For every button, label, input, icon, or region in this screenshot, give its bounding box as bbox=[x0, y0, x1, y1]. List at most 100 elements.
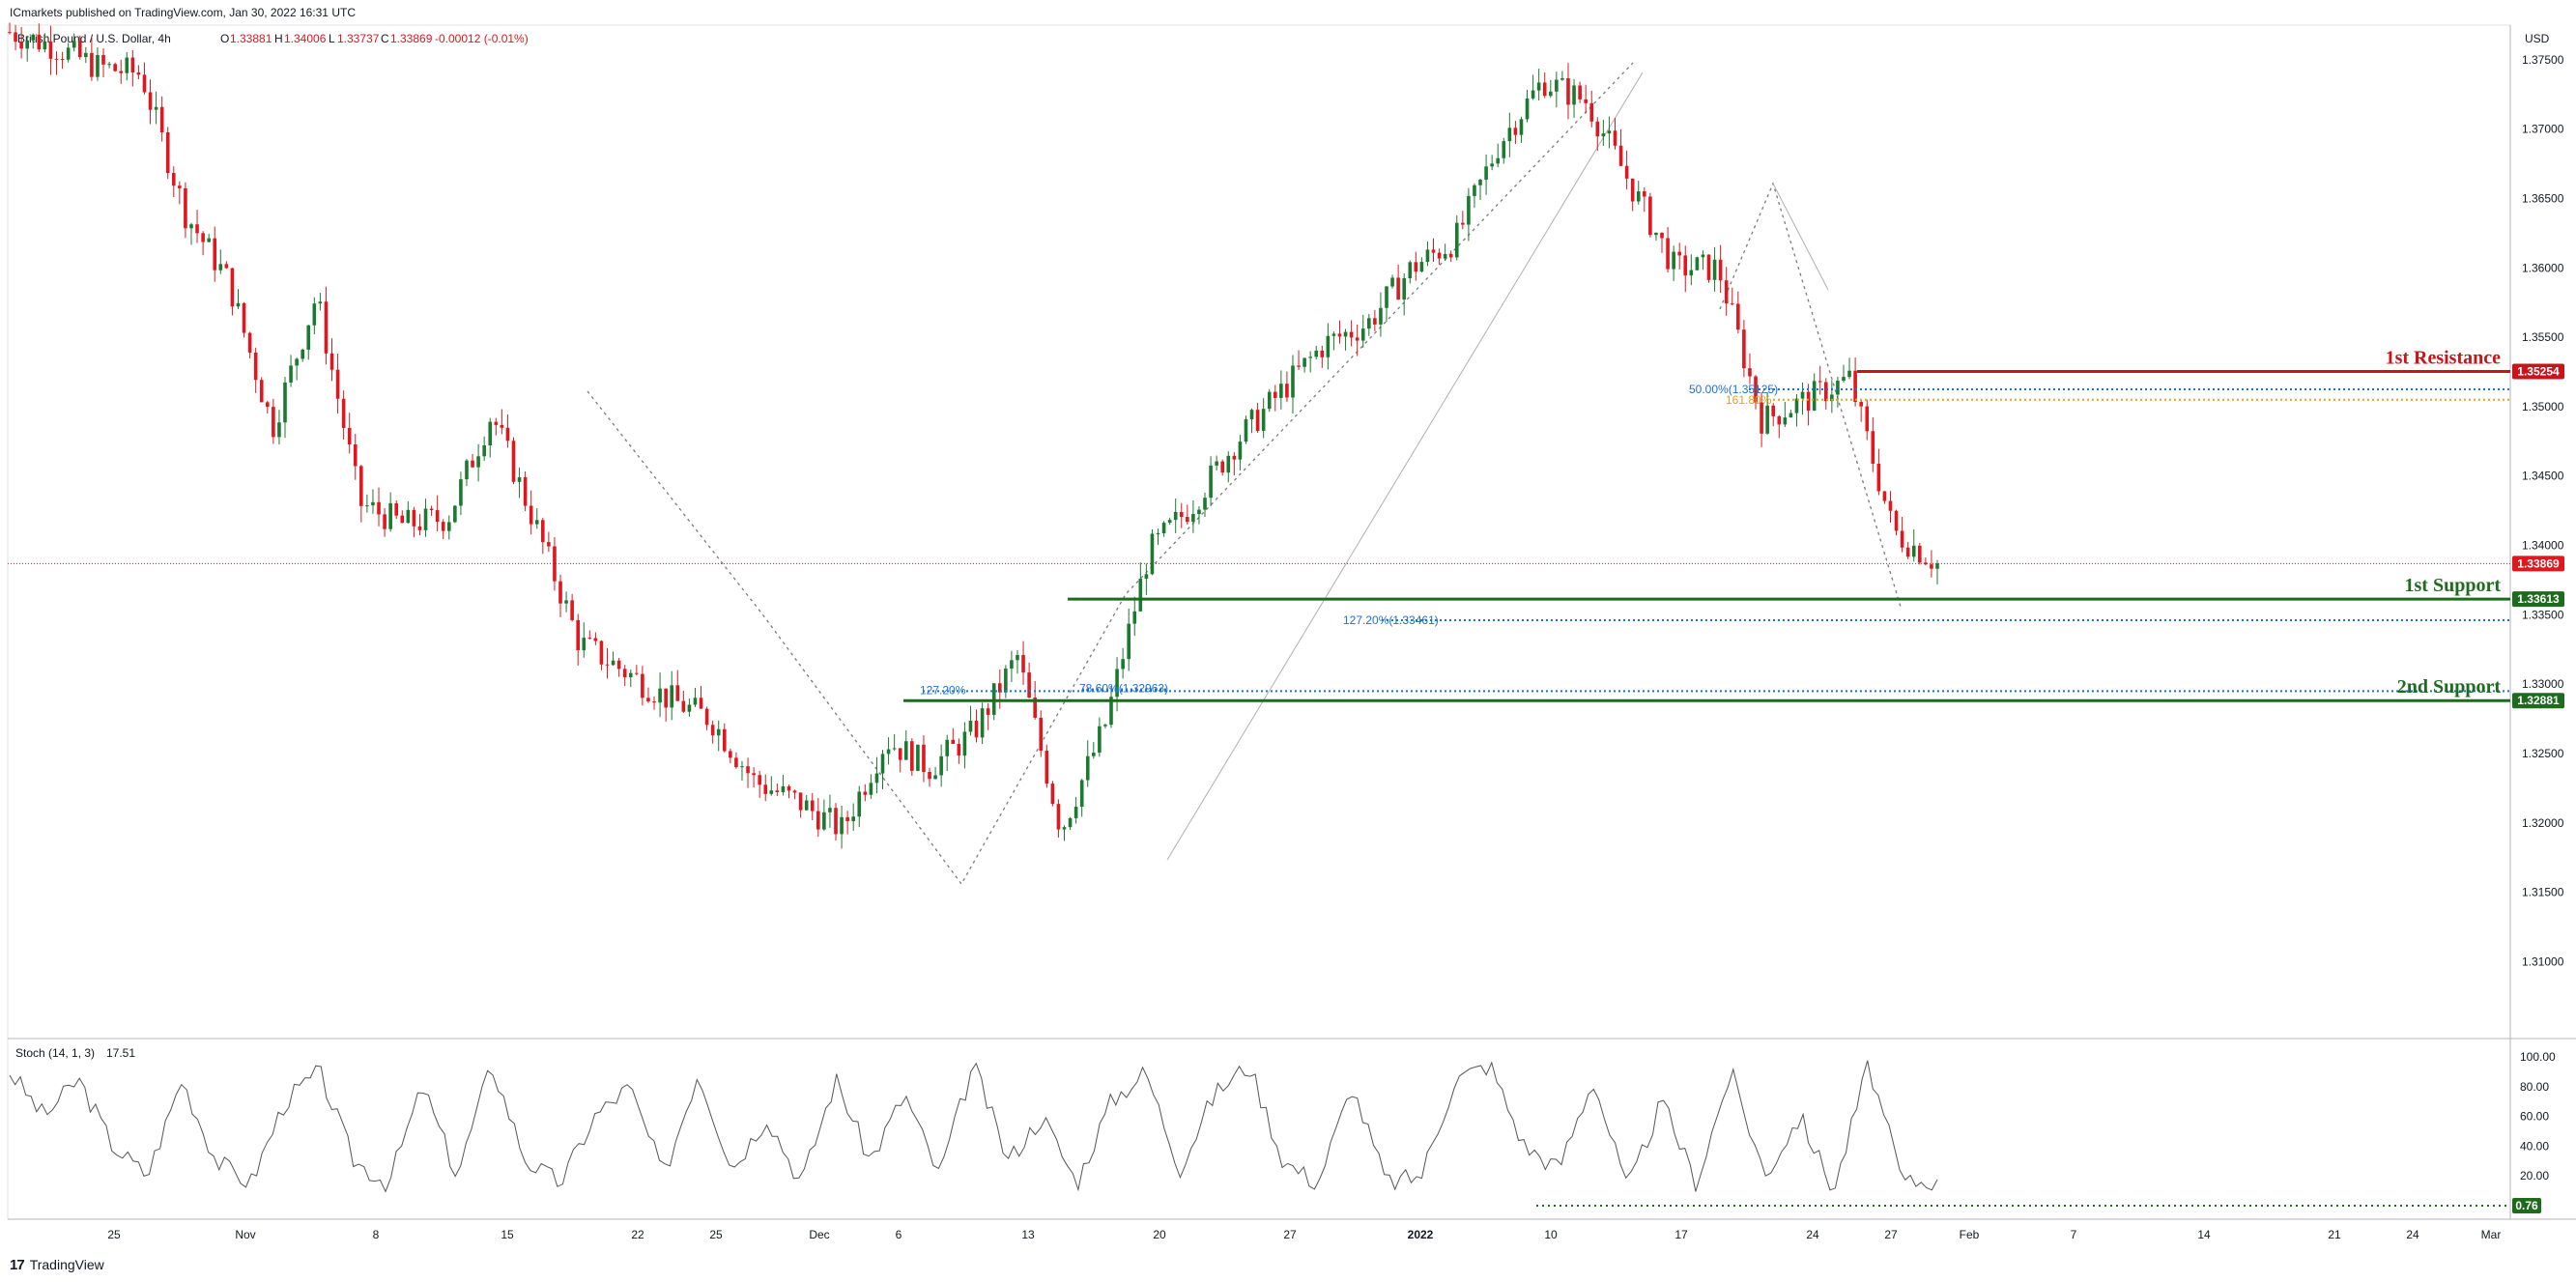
candle-body bbox=[1167, 520, 1172, 524]
candle-body bbox=[1197, 509, 1201, 515]
candle-body bbox=[874, 773, 879, 783]
candle-body bbox=[787, 785, 791, 791]
time-tick-label: 17 bbox=[1674, 1228, 1688, 1241]
candle-body bbox=[1226, 455, 1231, 473]
currency-label: USD bbox=[2525, 32, 2550, 45]
candle-body bbox=[148, 92, 153, 110]
candle-body bbox=[1448, 254, 1453, 258]
candle-body bbox=[488, 421, 493, 445]
candle-body bbox=[400, 515, 405, 524]
fib-1618-label: 161.80% bbox=[1726, 393, 1772, 407]
candle-body bbox=[335, 369, 340, 399]
candle-body bbox=[1847, 370, 1851, 378]
candle-body bbox=[910, 741, 914, 771]
pattern-lines bbox=[587, 62, 1902, 886]
candle-body bbox=[301, 349, 304, 359]
candle-body bbox=[277, 422, 281, 438]
candle-body bbox=[1478, 179, 1482, 185]
candle-body bbox=[1343, 331, 1348, 337]
candle-body bbox=[710, 725, 715, 736]
time-tick-label: 22 bbox=[631, 1228, 644, 1241]
candle-body bbox=[453, 505, 457, 523]
footer-brand[interactable]: TradingView bbox=[29, 1257, 104, 1272]
candle-body bbox=[1853, 370, 1857, 403]
candle-body bbox=[19, 42, 23, 49]
publisher-text: ICmarkets published on TradingView.com, … bbox=[10, 6, 356, 19]
candle-body bbox=[184, 187, 187, 229]
legend-symbol[interactable]: British Pound / U.S. Dollar, 4h bbox=[17, 32, 171, 45]
candle-body bbox=[1484, 166, 1488, 180]
candle-body bbox=[616, 660, 621, 669]
candle-body bbox=[1467, 195, 1471, 225]
candle-body bbox=[1092, 753, 1096, 756]
candle-body bbox=[195, 224, 199, 234]
time-axis[interactable]: 25 Nov 8 15 22 25 Dec 6 13 20 27 2022 10 17 24 27 Feb 7 14… bbox=[107, 1228, 2501, 1241]
candle-body bbox=[1373, 318, 1377, 325]
candle-body bbox=[1396, 277, 1400, 300]
candle-body bbox=[1156, 532, 1160, 534]
candle-body bbox=[171, 173, 176, 186]
candle-body bbox=[1911, 545, 1916, 557]
stoch-title[interactable]: Stoch (14, 1, 3) bbox=[15, 1046, 95, 1060]
candle-body bbox=[1771, 405, 1776, 416]
candle-body bbox=[664, 688, 668, 708]
time-tick-label: 24 bbox=[1806, 1228, 1819, 1241]
candle-body bbox=[687, 704, 692, 712]
candle-body bbox=[377, 501, 381, 515]
candle-body bbox=[758, 775, 761, 785]
price-tick-label: 1.31500 bbox=[2522, 886, 2564, 899]
candle-body bbox=[1291, 365, 1295, 398]
candle-body bbox=[1648, 196, 1652, 236]
candle-body bbox=[371, 501, 375, 506]
candle-body bbox=[306, 325, 311, 350]
candle-body bbox=[1431, 249, 1436, 253]
candle-body bbox=[1331, 333, 1336, 336]
candle-body bbox=[1279, 384, 1283, 398]
price-tick-label: 1.34000 bbox=[2522, 539, 2564, 553]
candle-body bbox=[1132, 611, 1137, 624]
candle-body bbox=[529, 505, 533, 525]
candle-body bbox=[828, 808, 832, 812]
candle-body bbox=[101, 54, 105, 65]
candle-body bbox=[259, 380, 264, 403]
candle-body bbox=[1454, 222, 1459, 258]
candle-body bbox=[1624, 165, 1629, 179]
candle-body bbox=[1367, 318, 1371, 329]
candle-body bbox=[1742, 329, 1746, 369]
price-axis[interactable]: 1.37500 1.37000 1.36500 1.36000 1.35500 1.350… bbox=[2522, 53, 2564, 968]
stoch-tick-label: 80.00 bbox=[2520, 1080, 2549, 1094]
candle-body bbox=[43, 41, 47, 50]
candle-body bbox=[1513, 128, 1518, 135]
candle-body bbox=[31, 34, 36, 41]
candle-body bbox=[329, 353, 334, 370]
candle-body bbox=[1706, 254, 1711, 280]
candle-body bbox=[834, 808, 838, 835]
candle-body bbox=[242, 302, 246, 333]
candle-body bbox=[1273, 391, 1277, 398]
candle-body bbox=[119, 71, 124, 73]
candle-body bbox=[482, 444, 486, 457]
tradingview-logo-icon[interactable]: 17 bbox=[10, 1256, 25, 1273]
candle-body bbox=[1209, 465, 1213, 499]
candle-body bbox=[136, 72, 141, 75]
candle-body bbox=[130, 57, 135, 73]
legend-open: 1.33881 bbox=[230, 32, 272, 45]
legend-low-label: L bbox=[329, 32, 335, 45]
candle-body bbox=[1666, 238, 1670, 270]
candle-body bbox=[1186, 517, 1189, 523]
candle-body bbox=[1408, 262, 1413, 279]
candle-body bbox=[1865, 406, 1870, 432]
candle-body bbox=[289, 365, 293, 383]
legend-high-label: H bbox=[274, 32, 283, 45]
candle-body bbox=[547, 542, 551, 547]
candle-body bbox=[266, 402, 270, 408]
candle-body bbox=[675, 685, 680, 701]
stoch-tick-label: 100.00 bbox=[2520, 1050, 2556, 1064]
candle-body bbox=[388, 502, 392, 529]
candle-body bbox=[903, 741, 908, 760]
candle-body bbox=[324, 301, 329, 354]
candle-body bbox=[582, 638, 587, 651]
candle-body bbox=[1859, 402, 1863, 407]
candle-body bbox=[1800, 391, 1805, 399]
